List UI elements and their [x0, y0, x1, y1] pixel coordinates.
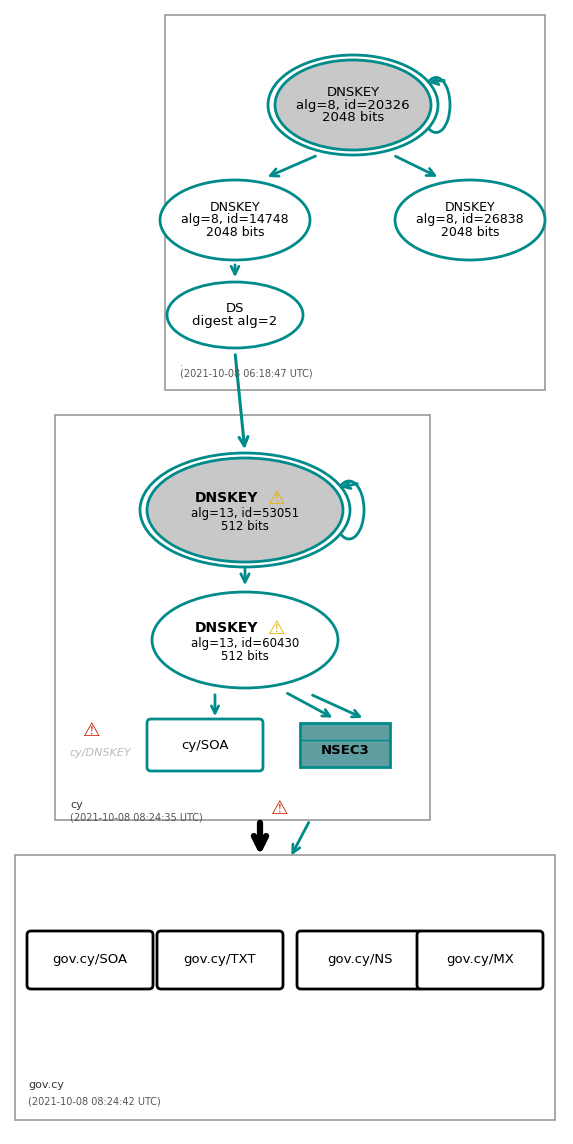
Text: alg=8, id=26838: alg=8, id=26838: [416, 214, 524, 227]
Text: gov.cy/TXT: gov.cy/TXT: [184, 953, 256, 967]
Text: ⚠: ⚠: [268, 488, 286, 508]
FancyBboxPatch shape: [297, 931, 423, 990]
Text: cy: cy: [70, 800, 83, 810]
Text: DNSKEY: DNSKEY: [327, 86, 379, 98]
Text: (2021-10-08 08:24:42 UTC): (2021-10-08 08:24:42 UTC): [28, 1096, 161, 1106]
Text: alg=13, id=53051: alg=13, id=53051: [191, 508, 299, 521]
Text: gov.cy: gov.cy: [28, 1080, 64, 1090]
Ellipse shape: [275, 59, 431, 150]
Text: DS: DS: [226, 302, 244, 315]
Text: digest alg=2: digest alg=2: [193, 315, 278, 328]
Text: 2048 bits: 2048 bits: [441, 225, 499, 239]
Text: cy/DNSKEY: cy/DNSKEY: [69, 748, 131, 758]
Ellipse shape: [160, 180, 310, 260]
Ellipse shape: [395, 180, 545, 260]
Text: alg=13, id=60430: alg=13, id=60430: [191, 637, 299, 651]
Text: ⚠: ⚠: [271, 799, 289, 818]
Text: ⚠: ⚠: [83, 722, 101, 740]
Text: 2048 bits: 2048 bits: [322, 111, 384, 125]
Text: gov.cy/SOA: gov.cy/SOA: [53, 953, 128, 967]
Text: cy/SOA: cy/SOA: [181, 739, 229, 752]
Text: gov.cy/NS: gov.cy/NS: [327, 953, 393, 967]
Bar: [300, 723, 390, 766]
Text: 512 bits: 512 bits: [221, 651, 269, 664]
Text: 2048 bits: 2048 bits: [206, 225, 264, 239]
Bar: [15, 855, 555, 1120]
Text: DNSKEY: DNSKEY: [445, 201, 495, 214]
Text: ⚠: ⚠: [268, 619, 286, 637]
Text: NSEC3: NSEC3: [321, 745, 370, 757]
Text: alg=8, id=20326: alg=8, id=20326: [296, 98, 410, 111]
Text: DNSKEY: DNSKEY: [195, 621, 259, 635]
Text: (2021-10-08 06:18:47 UTC): (2021-10-08 06:18:47 UTC): [180, 368, 313, 378]
Text: .: .: [180, 358, 183, 368]
Text: alg=8, id=14748: alg=8, id=14748: [181, 214, 289, 227]
FancyBboxPatch shape: [27, 931, 153, 990]
Bar: [55, 415, 430, 820]
Text: DNSKEY: DNSKEY: [210, 201, 260, 214]
Text: DNSKEY: DNSKEY: [195, 491, 259, 505]
FancyBboxPatch shape: [157, 931, 283, 990]
Ellipse shape: [167, 283, 303, 348]
Ellipse shape: [152, 591, 338, 688]
FancyBboxPatch shape: [417, 931, 543, 990]
Ellipse shape: [147, 458, 343, 562]
Bar: [165, 15, 545, 390]
Text: gov.cy/MX: gov.cy/MX: [446, 953, 514, 967]
Text: (2021-10-08 08:24:35 UTC): (2021-10-08 08:24:35 UTC): [70, 812, 203, 823]
Text: 512 bits: 512 bits: [221, 521, 269, 533]
FancyBboxPatch shape: [147, 718, 263, 771]
